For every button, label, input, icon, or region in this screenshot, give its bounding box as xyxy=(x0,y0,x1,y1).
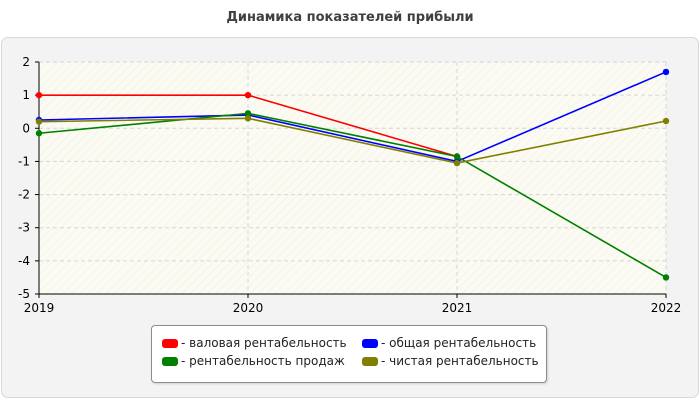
series-line-2 xyxy=(38,112,667,279)
chart-title: Динамика показателей прибыли xyxy=(226,10,474,25)
data-point-2 xyxy=(244,110,252,117)
y-tick-label: -1 xyxy=(18,154,30,168)
data-point-2 xyxy=(662,274,670,281)
legend-item-gross: - валовая рентабельность xyxy=(162,336,347,350)
legend-item-net: - чистая рентабельность xyxy=(362,354,539,368)
y-tick-label: -4 xyxy=(18,254,30,268)
legend-swatch-total xyxy=(362,338,378,348)
legend-item-total: - общая рентабельность xyxy=(362,336,536,350)
x-tick-labels: 2019 2020 2021 2022 xyxy=(24,301,682,315)
x-tick-label: 2019 xyxy=(24,301,55,315)
y-tick-label: 2 xyxy=(22,55,30,69)
series-line-3 xyxy=(38,117,667,164)
series-lines xyxy=(35,68,670,281)
x-tick-label: 2022 xyxy=(651,301,682,315)
legend-swatch-gross xyxy=(162,338,178,348)
series-line-1 xyxy=(38,71,667,163)
data-point-2 xyxy=(35,130,43,137)
legend-label-sales: - рентабельность продаж xyxy=(181,354,345,368)
legend-swatch-net xyxy=(362,356,378,366)
y-tick-label: 0 xyxy=(22,121,30,135)
y-tick-label: -3 xyxy=(18,221,30,235)
y-tick-label: 1 xyxy=(22,88,30,102)
x-tick-label: 2021 xyxy=(442,301,473,315)
data-point-0 xyxy=(244,91,252,99)
y-tick-labels: 2 1 0 -1 -2 -3 -4 -5 xyxy=(18,55,30,301)
legend-item-sales: - рентабельность продаж xyxy=(162,354,345,368)
legend-swatch-sales xyxy=(162,356,178,366)
data-point-3 xyxy=(244,115,252,122)
grid-lines xyxy=(39,61,667,294)
x-tick-label: 2020 xyxy=(233,301,264,315)
data-point-0 xyxy=(35,91,43,99)
legend-label-net: - чистая рентабельность xyxy=(381,354,539,368)
y-tick-label: -5 xyxy=(18,287,30,301)
data-point-3 xyxy=(662,117,670,125)
legend-label-gross: - валовая рентабельность xyxy=(181,336,347,350)
legend: - валовая рентабельность - общая рентабе… xyxy=(151,325,547,383)
data-point-3 xyxy=(453,159,461,167)
data-point-2 xyxy=(453,153,461,160)
legend-label-total: - общая рентабельность xyxy=(381,336,537,350)
data-point-3 xyxy=(35,118,43,125)
data-point-1 xyxy=(662,68,670,76)
y-tick-label: -2 xyxy=(18,188,30,202)
plot-area xyxy=(39,62,666,294)
